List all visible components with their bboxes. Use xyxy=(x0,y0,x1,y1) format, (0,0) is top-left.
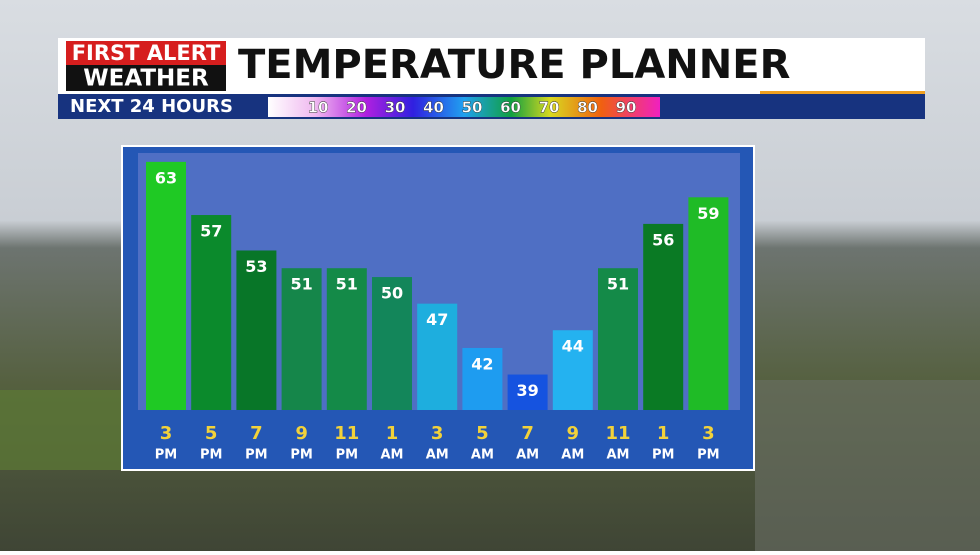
value-label: 51 xyxy=(336,275,358,294)
value-label: 47 xyxy=(426,310,448,329)
x-tick-hour: 7 xyxy=(521,423,534,444)
field xyxy=(0,390,130,470)
x-tick-period: PM xyxy=(245,448,267,463)
x-tick-period: AM xyxy=(607,448,630,463)
bar xyxy=(643,223,684,410)
x-tick-period: PM xyxy=(200,448,222,463)
x-tick-period: AM xyxy=(471,448,494,463)
scale-label: 70 xyxy=(539,99,560,117)
value-label: 51 xyxy=(290,275,312,294)
scale-label: 20 xyxy=(346,99,367,117)
value-label: 56 xyxy=(652,230,674,249)
bar xyxy=(191,215,232,410)
value-label: 51 xyxy=(607,275,629,294)
scale-label: 50 xyxy=(462,99,483,117)
x-tick-hour: 5 xyxy=(205,423,218,444)
scale-label: 60 xyxy=(500,99,521,117)
bar xyxy=(146,161,186,410)
brand-top: FIRST ALERT xyxy=(72,41,221,65)
value-label: 42 xyxy=(471,354,493,373)
x-tick-period: AM xyxy=(381,448,404,463)
scale-label: 80 xyxy=(577,99,598,117)
value-label: 57 xyxy=(200,222,222,241)
scale-label: 10 xyxy=(308,99,329,117)
bar xyxy=(552,330,593,410)
bar xyxy=(372,277,412,410)
value-label: 59 xyxy=(697,204,719,223)
x-tick-hour: 11 xyxy=(334,423,359,444)
x-tick-hour: 11 xyxy=(605,423,630,444)
x-tick-period: AM xyxy=(516,448,539,463)
color-scale xyxy=(268,97,660,117)
brand-red xyxy=(66,41,226,65)
x-tick-hour: 5 xyxy=(476,423,489,444)
x-tick-period: PM xyxy=(290,448,312,463)
title: TEMPERATURE PLANNER xyxy=(238,42,790,88)
x-tick-hour: 1 xyxy=(386,423,399,444)
x-tick-hour: 1 xyxy=(657,423,670,444)
value-label: 39 xyxy=(516,381,538,400)
scale-label: 30 xyxy=(385,99,406,117)
bar xyxy=(507,374,548,410)
x-tick-period: PM xyxy=(336,448,358,463)
value-label: 44 xyxy=(562,337,584,356)
subtitle: NEXT 24 HOURS xyxy=(70,96,233,117)
brand-black xyxy=(66,65,226,91)
bar xyxy=(598,268,638,410)
accent-line xyxy=(760,91,925,94)
bar xyxy=(688,197,729,410)
value-label: 53 xyxy=(245,257,267,276)
town xyxy=(755,380,980,551)
x-tick-hour: 3 xyxy=(431,423,444,444)
x-tick-hour: 3 xyxy=(702,423,715,444)
x-tick-period: PM xyxy=(155,448,177,463)
value-label: 63 xyxy=(155,168,177,187)
x-tick-period: AM xyxy=(426,448,449,463)
x-tick-period: PM xyxy=(697,448,719,463)
bar xyxy=(462,347,503,410)
x-tick-hour: 9 xyxy=(567,423,580,444)
bar xyxy=(236,250,277,410)
value-label: 50 xyxy=(381,284,403,303)
x-tick-period: AM xyxy=(561,448,584,463)
x-tick-hour: 3 xyxy=(160,423,173,444)
x-tick-hour: 7 xyxy=(250,423,263,444)
bar xyxy=(281,268,322,410)
brand-bottom: WEATHER xyxy=(83,66,209,92)
bar xyxy=(417,303,458,410)
scale-label: 90 xyxy=(616,99,637,117)
x-tick-hour: 9 xyxy=(295,423,308,444)
x-tick-period: PM xyxy=(652,448,674,463)
scale-label: 40 xyxy=(423,99,444,117)
bar xyxy=(326,268,367,410)
